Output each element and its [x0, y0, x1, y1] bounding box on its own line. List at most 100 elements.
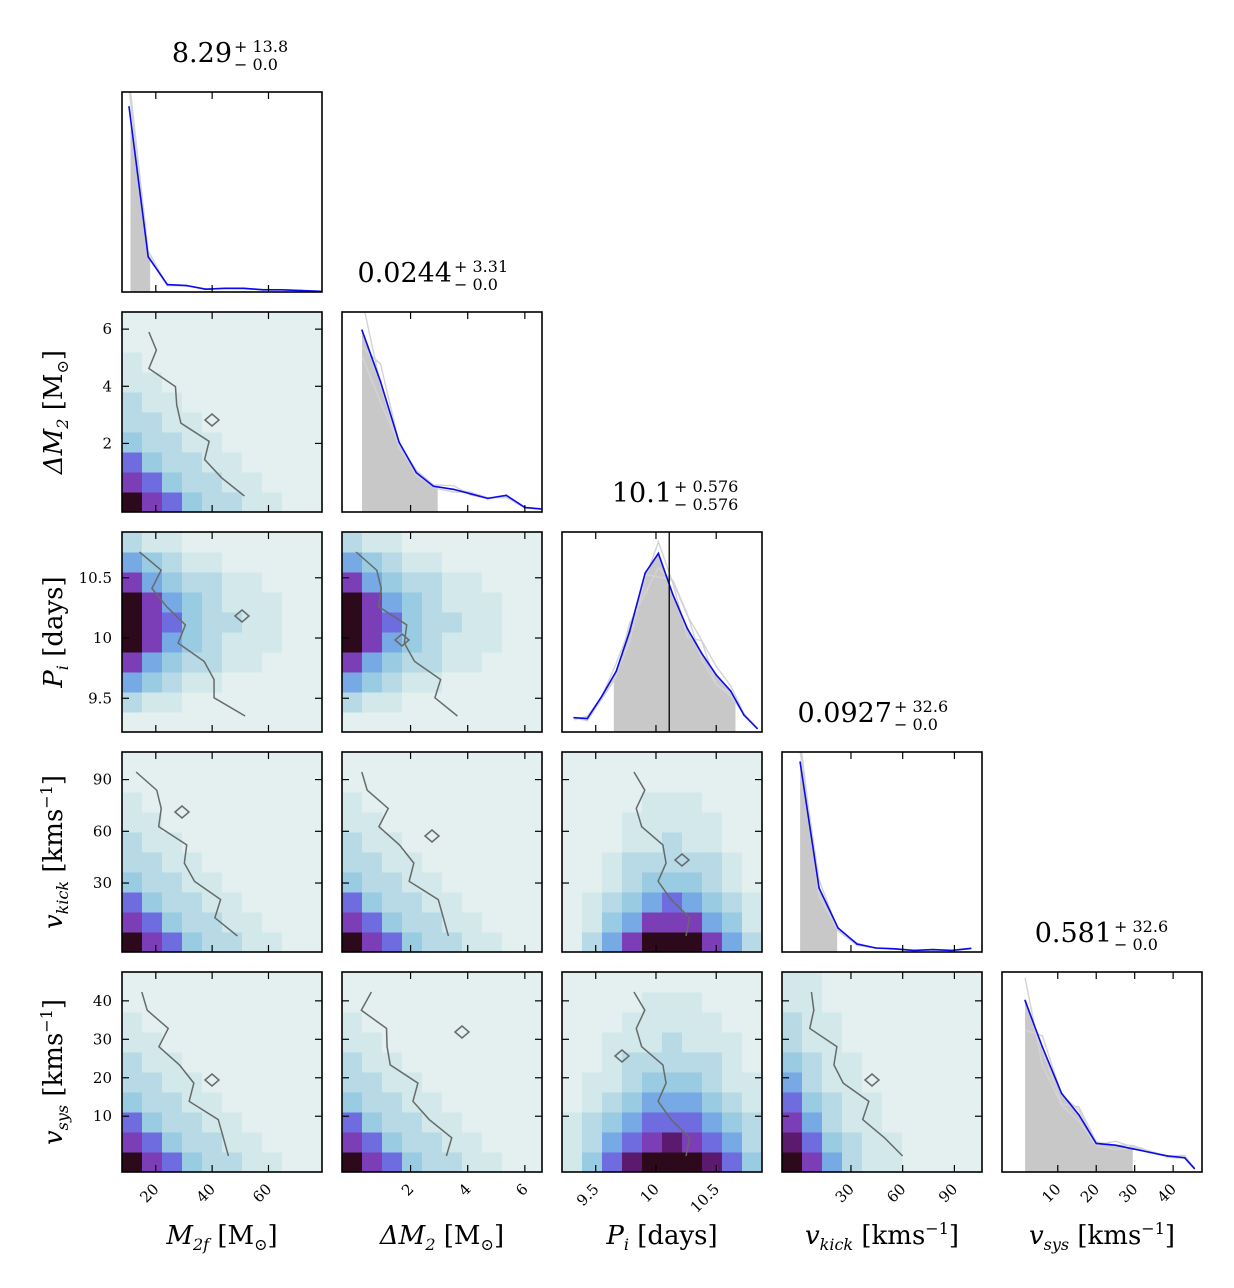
panel-content [573, 532, 758, 732]
density-cell [342, 1132, 363, 1153]
density-cell [402, 812, 423, 833]
density-cell [262, 852, 283, 873]
histogram-point [573, 716, 575, 719]
x-tick-label: 10 [1038, 1180, 1064, 1206]
density-cell [122, 892, 143, 913]
density-cell [302, 372, 322, 393]
density-cell [942, 992, 963, 1013]
histogram-point [243, 287, 245, 290]
contour-island [673, 853, 691, 867]
density-cell [382, 1012, 403, 1033]
density-cell [922, 1152, 943, 1172]
density-cell [742, 792, 762, 813]
density-cell [842, 1152, 863, 1172]
panel-frame [341, 311, 543, 513]
density-cell [182, 652, 203, 673]
density-cell [342, 752, 363, 773]
axis-label-unit: [M [209, 1221, 254, 1251]
density-cell [422, 652, 443, 673]
density-cell [262, 592, 283, 613]
density-cell [402, 1032, 423, 1053]
density-cell [242, 372, 263, 393]
hist-panel-vsys: 0.581 + 32.6− 0.0 10 20 30 40 vsys [kms−1] [1001, 917, 1203, 1254]
axis-label-unit-superscript: −1 [37, 1009, 56, 1033]
y-tick-label: 20 [93, 1069, 112, 1087]
density-cell [462, 932, 483, 952]
density-cell [642, 1012, 663, 1033]
density-cell [122, 492, 143, 512]
density-cell [262, 672, 283, 693]
summary-minus: − 0.576 [674, 495, 738, 514]
density-cell [422, 752, 443, 773]
density-cell [642, 1032, 663, 1053]
density-cell [442, 812, 463, 833]
density-cell [242, 612, 263, 633]
contour-island [613, 1049, 631, 1063]
density-cell [922, 1032, 943, 1053]
density-cell [462, 692, 483, 713]
density-cell [782, 1092, 803, 1113]
histogram-point [686, 627, 689, 630]
density-cell [502, 1052, 523, 1073]
density-cell [302, 972, 322, 993]
panel-content [122, 752, 322, 952]
histogram-point [204, 288, 207, 291]
density-cell [202, 1152, 223, 1172]
density-panel-m2f-vs-pi: 9.5 10 10.5 Pi [days] [39, 531, 323, 733]
density-cell [262, 872, 283, 893]
density-cell [222, 1012, 243, 1033]
histogram-point [913, 949, 915, 952]
density-cell [222, 572, 243, 593]
density-cell [202, 392, 223, 413]
density-cell [242, 332, 263, 353]
density-cell [382, 692, 403, 713]
histogram-point [398, 441, 400, 444]
density-cell [282, 652, 303, 673]
axis-label-subscript: 2 [424, 1235, 435, 1254]
density-cell [122, 412, 143, 433]
histogram-point [379, 380, 382, 383]
density-cell [402, 1132, 423, 1153]
density-cell [502, 832, 523, 853]
density-cell [642, 1052, 663, 1073]
density-cell [402, 892, 423, 913]
axis-label-unit-end: ] [268, 1221, 278, 1251]
density-cell [522, 1092, 542, 1113]
density-cell [122, 832, 143, 853]
density-cell [502, 612, 523, 633]
density-cell [702, 892, 723, 913]
density-cell [422, 912, 443, 933]
density-cell [822, 1092, 843, 1113]
axis-label-unit: [M [39, 373, 69, 418]
density-cell [162, 1032, 183, 1053]
density-cell [362, 1052, 383, 1073]
density-cell [222, 592, 243, 613]
density-cell [182, 372, 203, 393]
summary-value: 0.0927 [798, 698, 892, 729]
density-cell [242, 532, 263, 553]
density-cell [582, 852, 603, 873]
density-cell [262, 1032, 283, 1053]
density-cell [122, 672, 143, 693]
density-cell [462, 992, 483, 1013]
axis-label-unit: [kms [39, 809, 69, 881]
density-cell [122, 692, 143, 713]
density-cell [162, 872, 183, 893]
density-cell [802, 1012, 823, 1033]
x-tick-label: 2 [398, 1180, 417, 1199]
density-cell [262, 692, 283, 713]
axis-label-unit-subscript: ⊙ [254, 1235, 267, 1254]
density-cell [182, 712, 203, 732]
density-cell [842, 1032, 863, 1053]
density-cell [562, 852, 583, 873]
density-cell [122, 912, 143, 933]
density-cell [282, 572, 303, 593]
panel-frame [561, 971, 763, 1173]
density-cell [142, 472, 163, 493]
density-cell [342, 532, 363, 553]
density-cell [122, 392, 143, 413]
density-cell [682, 1072, 703, 1093]
density-cell [242, 892, 263, 913]
density-cell [142, 532, 163, 553]
density-cell [242, 492, 263, 512]
